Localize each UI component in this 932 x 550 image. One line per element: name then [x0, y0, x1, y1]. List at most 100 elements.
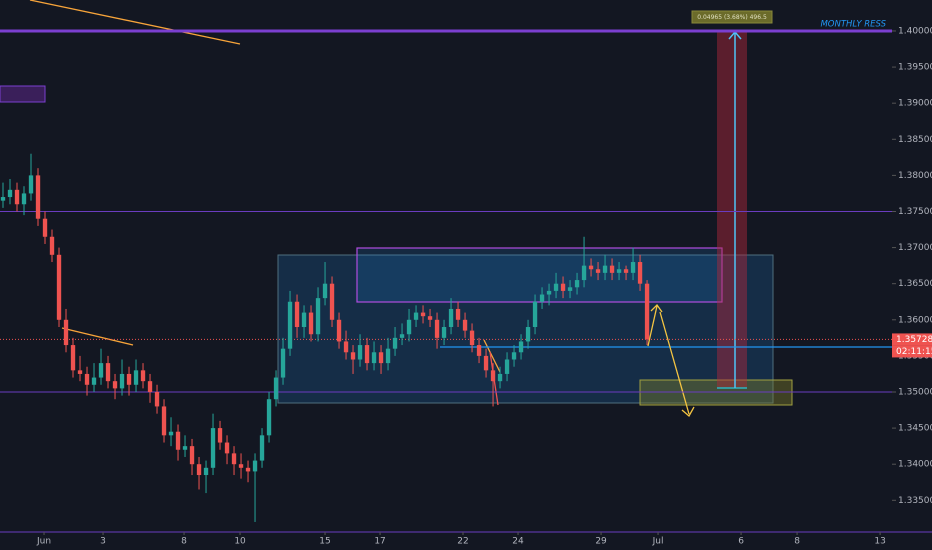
candle-body: [140, 370, 146, 382]
countdown-tag: [892, 345, 932, 358]
candle-body: [210, 428, 216, 468]
candle-body: [238, 464, 244, 468]
candle-body: [161, 406, 167, 436]
y-tick-label: 1.38500: [898, 135, 932, 145]
candle-body: [224, 442, 230, 454]
candle-body: [490, 370, 496, 382]
candle-body: [133, 370, 139, 385]
candle-body: [476, 345, 482, 356]
candle-body: [42, 218, 48, 237]
candle-body: [581, 265, 587, 281]
candle-body: [630, 262, 636, 273]
y-tick-label: 1.39000: [898, 99, 932, 109]
y-tick-label: 1.40000: [898, 26, 932, 36]
candle-body: [91, 377, 97, 385]
candle-body: [105, 363, 111, 382]
candle-body: [49, 236, 55, 255]
y-tick-label: 1.34500: [898, 424, 932, 434]
measure-label-box: [691, 10, 773, 24]
candle-body: [21, 193, 27, 205]
candle-body: [427, 316, 433, 320]
candle-body: [217, 428, 223, 443]
last-price-label: 1.35728: [896, 335, 932, 345]
candle-body: [539, 294, 545, 302]
candle-body: [168, 431, 174, 436]
candle-body: [546, 290, 552, 295]
y-tick-label: 1.38000: [898, 171, 932, 181]
projection-arrow: [647, 305, 658, 347]
candle-body: [532, 301, 538, 328]
x-tick-label: 29: [595, 537, 607, 547]
candle-body: [413, 312, 419, 320]
candle-body: [84, 373, 90, 385]
candle-body: [567, 287, 573, 291]
candle-body: [203, 467, 209, 476]
drawings: [0, 0, 892, 418]
y-tick-label: 1.35000: [898, 387, 932, 397]
candle-body: [119, 373, 125, 389]
candle-body: [385, 348, 391, 364]
measure-area: [717, 31, 747, 388]
candle-body: [301, 312, 307, 328]
y-tick-label: 1.34000: [898, 460, 932, 470]
candle-body: [280, 348, 286, 378]
candle-body: [154, 391, 160, 407]
candle-body: [175, 431, 181, 450]
candle-body: [504, 359, 510, 374]
candle-body: [294, 301, 300, 328]
candle-body: [364, 345, 370, 364]
x-tick-label: 8: [181, 537, 187, 547]
countdown-label: 02:11:15: [896, 347, 932, 357]
projection-arrow: [659, 311, 690, 415]
candle-body: [231, 453, 237, 465]
candle-body: [315, 298, 321, 335]
candle-body: [371, 352, 377, 364]
candle-body: [357, 345, 363, 360]
candle-body: [483, 355, 489, 371]
candle-body: [28, 175, 34, 194]
candle-body: [98, 363, 104, 378]
resistance-box: [356, 247, 723, 303]
candle-body: [588, 265, 594, 270]
candle-body: [623, 269, 629, 273]
candle-body: [462, 319, 468, 331]
candle-body: [322, 283, 328, 299]
candle-body: [497, 373, 503, 382]
candle-body: [126, 373, 132, 385]
x-tick-label: 8: [794, 537, 800, 547]
candle-body: [273, 377, 279, 400]
y-tick-label: 1.33500: [898, 496, 932, 506]
candle-body: [448, 308, 454, 328]
candle-body: [434, 319, 440, 338]
candle-body: [602, 265, 608, 273]
candle-body: [392, 337, 398, 349]
projection-arrow-head: [681, 406, 695, 418]
candle-body: [455, 308, 461, 320]
trend-line: [483, 339, 501, 373]
candle-body: [560, 283, 566, 291]
y-tick-label: 1.39500: [898, 63, 932, 73]
x-tick-label: Jun: [36, 537, 51, 547]
candle-body: [343, 341, 349, 353]
x-tick-label: 13: [874, 537, 885, 547]
candle-body: [511, 352, 517, 360]
projection-arrow-head: [650, 303, 663, 313]
trend-line: [61, 327, 134, 346]
candle-body: [644, 283, 650, 340]
candle-body: [637, 262, 643, 284]
target-box: [639, 379, 793, 406]
candle-body: [7, 189, 13, 198]
x-tick-label: 3: [100, 537, 106, 547]
x-tick-label: 17: [374, 537, 385, 547]
candle-body: [182, 446, 188, 450]
candle-body: [350, 352, 356, 360]
y-tick-label: 1.37500: [898, 207, 932, 217]
y-tick-label: 1.36500: [898, 279, 932, 289]
level-label: MONTHLY RESS: [820, 20, 886, 30]
x-tick-label: 15: [319, 537, 330, 547]
candle-body: [287, 301, 293, 349]
candle-body: [77, 370, 83, 374]
range-box: [277, 254, 774, 404]
